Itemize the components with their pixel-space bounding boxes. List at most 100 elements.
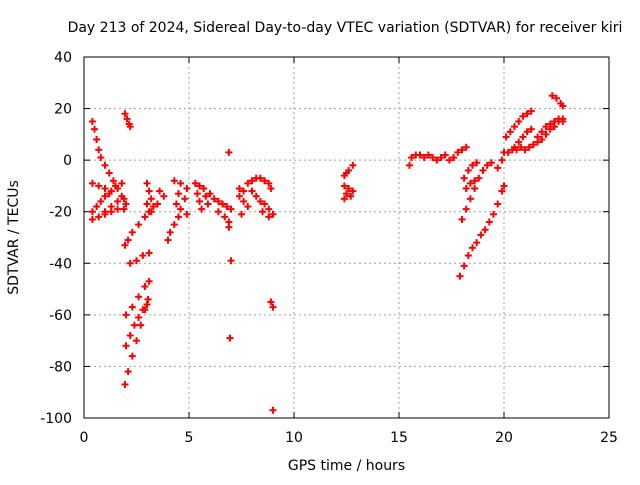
- data-point: [244, 179, 252, 187]
- data-point: [450, 154, 458, 162]
- x-tick-label: 20: [495, 430, 513, 446]
- data-point: [408, 154, 416, 162]
- data-point: [128, 228, 136, 236]
- data-point: [542, 123, 550, 131]
- data-point: [259, 208, 266, 216]
- data-point: [221, 213, 229, 221]
- data-point: [227, 205, 235, 213]
- data-point: [504, 148, 512, 156]
- data-point: [225, 223, 233, 231]
- data-point: [170, 177, 178, 185]
- data-point: [498, 187, 506, 195]
- data-point: [214, 197, 222, 205]
- data-point: [517, 143, 525, 151]
- data-point: [124, 368, 132, 376]
- data-point: [240, 187, 248, 195]
- data-point: [456, 272, 464, 280]
- data-point: [93, 136, 101, 144]
- data-point: [227, 257, 235, 265]
- data-point: [462, 143, 470, 151]
- data-point: [164, 236, 172, 244]
- data-point: [523, 128, 531, 136]
- tick-labels: 0 5 10 15 20 25 40 20 0 -20 -40 -60 -80 -100: [40, 50, 618, 446]
- data-point: [135, 293, 143, 301]
- data-point: [121, 380, 129, 388]
- data-point: [112, 182, 119, 190]
- data-point: [126, 259, 134, 267]
- data-point: [139, 252, 147, 260]
- data-point: [269, 210, 277, 218]
- data-point: [107, 208, 115, 216]
- data-point: [349, 161, 357, 169]
- data-point: [135, 221, 143, 229]
- data-point: [196, 197, 203, 205]
- data-point: [454, 148, 462, 156]
- data-point: [406, 161, 413, 169]
- data-point: [101, 210, 109, 218]
- data-point: [458, 146, 466, 154]
- data-point: [471, 177, 479, 185]
- data-point: [490, 210, 497, 218]
- data-point: [105, 169, 113, 177]
- data-point: [141, 306, 149, 314]
- data-point: [469, 244, 476, 252]
- data-point: [154, 200, 161, 208]
- data-point: [143, 301, 151, 309]
- data-point: [219, 200, 227, 208]
- data-point: [534, 133, 542, 141]
- data-point: [248, 177, 256, 185]
- data-point: [500, 182, 508, 190]
- data-point: [95, 182, 103, 190]
- data-point: [458, 215, 466, 223]
- data-point: [122, 311, 130, 319]
- data-point: [460, 174, 468, 182]
- data-point: [252, 192, 260, 200]
- data-point: [170, 221, 178, 229]
- data-point: [464, 166, 472, 174]
- data-point: [265, 205, 273, 213]
- y-tick-label: 0: [63, 153, 72, 169]
- data-point: [124, 236, 132, 244]
- data-point: [135, 313, 143, 321]
- data-point: [521, 146, 529, 154]
- data-point: [181, 195, 189, 203]
- data-point: [248, 187, 256, 195]
- data-point: [196, 182, 203, 190]
- data-point: [175, 213, 182, 221]
- data-point: [464, 252, 472, 260]
- data-point: [340, 182, 348, 190]
- y-axis-label: SDTVAR / TECUs: [6, 180, 22, 295]
- data-point: [511, 143, 518, 151]
- data-point: [97, 197, 105, 205]
- data-point: [133, 337, 140, 345]
- data-point: [265, 213, 273, 221]
- data-point: [172, 200, 180, 208]
- data-point: [515, 117, 523, 125]
- data-point: [147, 208, 155, 216]
- data-point: [550, 117, 558, 125]
- data-point: [145, 277, 153, 285]
- data-point: [177, 179, 185, 187]
- data-point: [477, 231, 485, 239]
- data-point: [149, 203, 157, 211]
- data-point: [469, 161, 476, 169]
- data-markers: [88, 92, 567, 414]
- data-point: [156, 187, 164, 195]
- data-point: [128, 352, 136, 360]
- data-point: [483, 161, 491, 169]
- data-point: [126, 331, 134, 339]
- data-point: [93, 203, 101, 211]
- data-point: [529, 141, 537, 149]
- data-point: [256, 174, 264, 182]
- data-point: [429, 154, 437, 162]
- data-point: [114, 197, 122, 205]
- data-point: [506, 128, 514, 136]
- data-point: [538, 128, 546, 136]
- data-point: [145, 249, 153, 257]
- data-point: [183, 185, 191, 193]
- y-tick-label: -40: [49, 256, 72, 272]
- x-tick-label: 5: [185, 430, 194, 446]
- data-point: [424, 151, 432, 159]
- data-point: [88, 179, 96, 187]
- data-point: [105, 190, 113, 198]
